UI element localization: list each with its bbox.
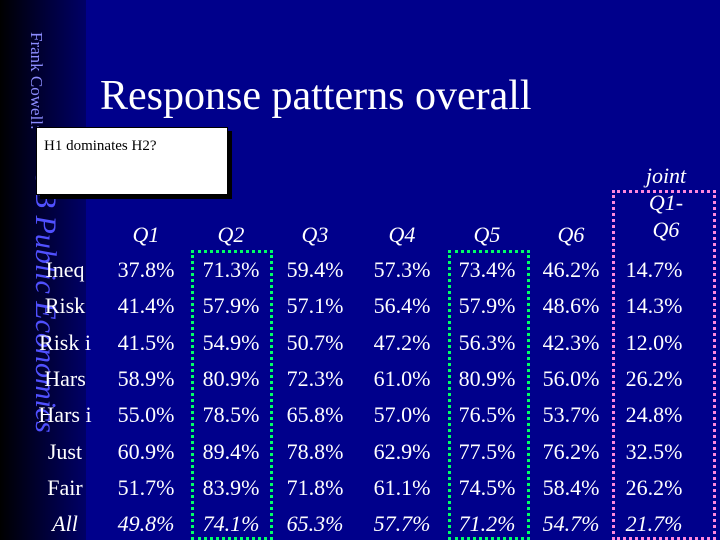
- table-cell: 71.2%: [458, 511, 516, 537]
- hypothesis-callout-text: H1 dominates H2?: [44, 138, 157, 154]
- table-cell: 60.9%: [117, 438, 175, 464]
- row-label: Fair: [47, 474, 83, 500]
- column-header-q3: Q3: [301, 222, 329, 247]
- author-vertical-text: Frank Cowell:: [27, 32, 46, 130]
- table-cell: 50.7%: [286, 329, 344, 355]
- table-cell: 26.2%: [625, 474, 683, 500]
- highlight-joint-column: [612, 190, 716, 540]
- table-cell: 48.6%: [542, 293, 600, 319]
- table-cell: 57.0%: [373, 402, 431, 428]
- table-cell: 51.7%: [117, 474, 175, 500]
- row-label: Risk i: [39, 329, 91, 355]
- table-cell: 21.7%: [625, 511, 683, 537]
- column-header-q5: Q5: [473, 222, 501, 247]
- table-cell: 12.0%: [625, 329, 683, 355]
- table-cell: 56.4%: [373, 293, 431, 319]
- table-cell: 89.4%: [202, 438, 260, 464]
- table-cell: 61.0%: [373, 365, 431, 391]
- table-cell: 57.9%: [458, 293, 516, 319]
- table-cell: 46.2%: [542, 257, 600, 282]
- row-label: All: [52, 511, 78, 537]
- row-label: Just: [47, 438, 83, 464]
- table-cell: 59.4%: [286, 257, 344, 282]
- table-cell: 73.4%: [458, 257, 516, 282]
- table-cell: 76.2%: [542, 438, 600, 464]
- table-cell: 42.3%: [542, 329, 600, 355]
- table-cell: 41.4%: [117, 293, 175, 319]
- table-cell: 41.5%: [117, 329, 175, 355]
- table-cell: 49.8%: [117, 511, 175, 537]
- table-cell: 58.4%: [542, 474, 600, 500]
- highlight-q5-column: [448, 250, 530, 540]
- table-cell: 54.9%: [202, 329, 260, 355]
- joint-column-header: joint Q1- Q6: [620, 162, 712, 243]
- table-cell: 83.9%: [202, 474, 260, 500]
- table-cell: 58.9%: [117, 365, 175, 391]
- table-cell: 61.1%: [373, 474, 431, 500]
- table-cell: 54.7%: [542, 511, 600, 537]
- slide-title: Response patterns overall: [100, 73, 532, 119]
- table-cell: 74.5%: [458, 474, 516, 500]
- table-cell: 77.5%: [458, 438, 516, 464]
- column-header-q6: Q6: [557, 222, 585, 247]
- column-header-q4: Q4: [388, 222, 416, 247]
- table-cell: 37.8%: [117, 257, 175, 282]
- table-cell: 56.3%: [458, 329, 516, 355]
- row-label: Hars: [44, 365, 86, 391]
- table-cell: 76.5%: [458, 402, 516, 428]
- table-cell: 65.3%: [286, 511, 344, 537]
- table-cell: 78.8%: [286, 438, 344, 464]
- left-decorative-band: [0, 0, 86, 540]
- table-cell: 14.7%: [625, 257, 683, 282]
- joint-header-line-2: Q1-: [648, 190, 684, 215]
- table-cell: 62.9%: [373, 438, 431, 464]
- table-cell: 55.0%: [117, 402, 175, 428]
- row-label: Ineq: [45, 257, 85, 282]
- row-label: Hars i: [38, 402, 92, 428]
- table-cell: 57.1%: [286, 293, 344, 319]
- table-cell: 80.9%: [458, 365, 516, 391]
- joint-header-line-3: Q6: [652, 217, 680, 242]
- table-cell: 26.2%: [625, 365, 683, 391]
- column-header-q1: Q1: [132, 222, 160, 247]
- hypothesis-callout: H1 dominates H2?: [36, 127, 228, 195]
- table-cell: 71.8%: [286, 474, 344, 500]
- table-cell: 57.3%: [373, 257, 431, 282]
- table-cell: 57.7%: [373, 511, 431, 537]
- table-cell: 24.8%: [625, 402, 683, 428]
- row-label: Risk: [44, 293, 86, 319]
- joint-header-line-1: joint: [645, 163, 687, 188]
- table-cell: 32.5%: [625, 438, 683, 464]
- column-header-q2: Q2: [217, 222, 245, 247]
- table-cell: 56.0%: [542, 365, 600, 391]
- table-cell: 14.3%: [625, 293, 683, 319]
- table-cell: 57.9%: [202, 293, 260, 319]
- table-cell: 78.5%: [202, 402, 260, 428]
- course-vertical-text: UB Public Economics: [29, 168, 62, 433]
- table-cell: 72.3%: [286, 365, 344, 391]
- table-cell: 80.9%: [202, 365, 260, 391]
- table-cell: 53.7%: [542, 402, 600, 428]
- table-cell: 47.2%: [373, 329, 431, 355]
- highlight-q2-column: [191, 250, 273, 540]
- table-cell: 71.3%: [202, 257, 260, 282]
- table-cell: 65.8%: [286, 402, 344, 428]
- table-cell: 74.1%: [202, 511, 260, 537]
